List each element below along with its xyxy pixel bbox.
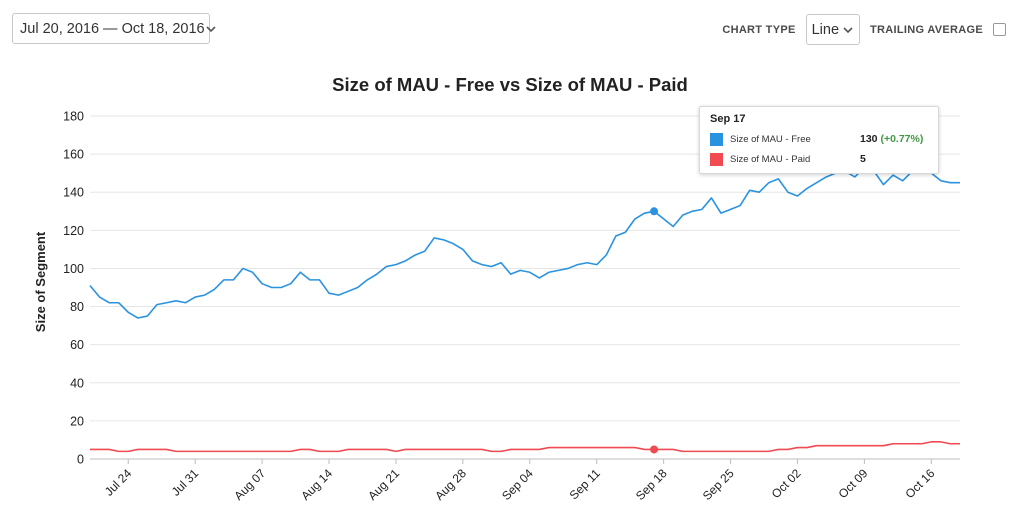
- highlight-markers: [650, 207, 659, 454]
- chart-tooltip: Sep 17 Size of MAU - Free 130 (+0.77%) S…: [699, 106, 939, 174]
- chart-title: Size of MAU - Free vs Size of MAU - Paid: [332, 74, 688, 95]
- x-tick-label: Jul 24: [102, 466, 135, 499]
- chevron-down-icon: [842, 24, 854, 36]
- y-tick-label: 100: [63, 262, 84, 276]
- chart-type-value: Line: [811, 21, 840, 38]
- y-tick-label: 60: [70, 338, 84, 352]
- y-tick-label: 0: [77, 453, 84, 467]
- x-tick-label: Oct 02: [769, 466, 804, 501]
- x-axis-ticks: Jul 24 Jul 31 Aug 07 Aug 14 Aug 21 Aug 28 Sep …: [102, 459, 938, 503]
- x-tick-label: Sep 04: [499, 466, 536, 503]
- x-tick-label: Aug 28: [432, 466, 469, 503]
- tooltip-series-value: 5: [860, 153, 928, 165]
- y-axis-ticks: 0 20 40 60 80 100 120 140 160 180: [63, 110, 84, 467]
- y-axis-label: Size of Segment: [33, 231, 48, 332]
- x-tick-label: Aug 07: [231, 466, 268, 503]
- series-lines: [89, 160, 960, 453]
- trailing-average-checkbox[interactable]: [993, 23, 1006, 36]
- x-tick-label: Jul 31: [169, 466, 202, 499]
- date-range-label: Jul 20, 2016 — Oct 18, 2016: [20, 20, 205, 37]
- highlight-point-free[interactable]: [650, 207, 659, 216]
- y-tick-label: 160: [63, 148, 84, 162]
- paid-legend-swatch: [710, 152, 723, 166]
- tooltip-row-free: Size of MAU - Free 130 (+0.77%): [710, 129, 928, 149]
- y-tick-label: 140: [63, 186, 84, 200]
- chart-type-label: CHART TYPE: [722, 23, 796, 36]
- date-range-picker[interactable]: Jul 20, 2016 — Oct 18, 2016: [12, 13, 216, 44]
- highlight-point-paid[interactable]: [650, 445, 659, 454]
- y-tick-label: 20: [70, 414, 84, 428]
- tooltip-series-name: Size of MAU - Free: [730, 133, 811, 145]
- x-tick-label: Aug 14: [298, 466, 335, 503]
- tooltip-value-number: 5: [860, 153, 866, 165]
- x-tick-label: Aug 21: [365, 466, 402, 503]
- chevron-down-icon: [205, 23, 217, 35]
- chart-type-select[interactable]: Line: [805, 14, 861, 45]
- tooltip-series-name: Size of MAU - Paid: [730, 153, 811, 165]
- series-line-paid: [90, 441, 960, 453]
- x-tick-label: Oct 09: [836, 466, 871, 501]
- y-tick-label: 40: [70, 376, 84, 390]
- x-tick-label: Oct 16: [903, 466, 938, 501]
- y-tick-label: 80: [70, 300, 84, 314]
- trailing-average-label: TRAILING AVERAGE: [870, 23, 983, 36]
- y-tick-label: 120: [63, 224, 84, 238]
- series-line-free: [89, 160, 960, 319]
- chart-controls: CHART TYPE Line TRAILING AVERAGE: [722, 13, 1006, 46]
- tooltip-value-change: (+0.77%): [880, 133, 924, 145]
- free-legend-swatch: [710, 132, 723, 146]
- tooltip-series-value: 130 (+0.77%): [860, 133, 928, 145]
- tooltip-row-paid: Size of MAU - Paid 5: [710, 149, 928, 169]
- x-tick-label: Sep 11: [567, 466, 603, 502]
- x-tick-label: Sep 25: [700, 466, 737, 503]
- tooltip-date: Sep 17: [710, 113, 746, 125]
- y-tick-label: 180: [63, 110, 84, 124]
- x-tick-label: Sep 18: [633, 466, 670, 503]
- tooltip-value-number: 130: [860, 133, 878, 145]
